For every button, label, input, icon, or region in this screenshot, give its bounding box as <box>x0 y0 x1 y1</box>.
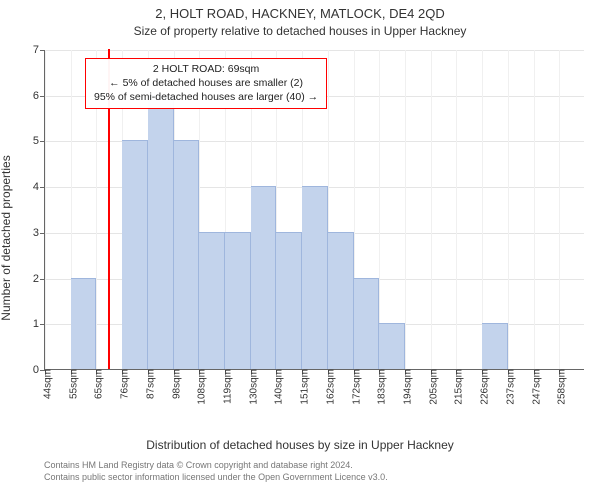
xtick-label: 226sqm <box>474 369 491 405</box>
gridline-v <box>45 50 46 369</box>
ytick-label: 2 <box>33 273 45 285</box>
xtick-label: 162sqm <box>319 369 336 405</box>
histogram-bar <box>122 140 148 369</box>
xtick-label: 87sqm <box>139 369 156 399</box>
xtick-label: 98sqm <box>165 369 182 399</box>
xtick-label: 55sqm <box>62 369 79 399</box>
chart-title-main: 2, HOLT ROAD, HACKNEY, MATLOCK, DE4 2QD <box>0 0 600 21</box>
gridline-v <box>379 50 380 369</box>
xtick-label: 44sqm <box>37 369 54 399</box>
histogram-bar <box>354 278 380 369</box>
chart-container: Number of detached properties 0123456744… <box>0 42 600 434</box>
footer-attribution: Contains HM Land Registry data © Crown c… <box>0 452 600 483</box>
ytick-label: 3 <box>33 227 45 239</box>
xtick-label: 172sqm <box>345 369 362 405</box>
xtick-label: 247sqm <box>525 369 542 405</box>
footer-line-1: Contains HM Land Registry data © Crown c… <box>44 460 600 472</box>
histogram-bar <box>251 186 277 369</box>
xtick-label: 151sqm <box>294 369 311 405</box>
histogram-bar <box>302 186 328 369</box>
histogram-bar <box>482 323 508 369</box>
gridline-v <box>482 50 483 369</box>
xtick-label: 140sqm <box>268 369 285 405</box>
gridline-v <box>431 50 432 369</box>
histogram-bar <box>328 232 354 369</box>
histogram-bar <box>276 232 302 369</box>
gridline-v <box>405 50 406 369</box>
gridline-v <box>456 50 457 369</box>
xtick-label: 183sqm <box>371 369 388 405</box>
info-line-1: 2 HOLT ROAD: 69sqm <box>94 62 318 76</box>
gridline-v <box>508 50 509 369</box>
ytick-label: 7 <box>33 44 45 56</box>
histogram-bar <box>199 232 225 369</box>
info-line-3: 95% of semi-detached houses are larger (… <box>94 90 318 104</box>
gridline-v <box>534 50 535 369</box>
gridline-v <box>559 50 560 369</box>
xtick-label: 76sqm <box>114 369 131 399</box>
footer-line-2: Contains public sector information licen… <box>44 472 600 484</box>
xtick-label: 215sqm <box>448 369 465 405</box>
plot-area: 0123456744sqm55sqm65sqm76sqm87sqm98sqm10… <box>44 50 584 370</box>
xtick-label: 237sqm <box>499 369 516 405</box>
histogram-bar <box>379 323 405 369</box>
xtick-label: 130sqm <box>242 369 259 405</box>
x-axis-label: Distribution of detached houses by size … <box>0 434 600 452</box>
info-line-2: ← 5% of detached houses are smaller (2) <box>94 76 318 90</box>
ytick-label: 6 <box>33 90 45 102</box>
chart-title-sub: Size of property relative to detached ho… <box>0 21 600 42</box>
xtick-label: 108sqm <box>191 369 208 405</box>
histogram-bar <box>71 278 97 369</box>
histogram-bar <box>225 232 251 369</box>
xtick-label: 194sqm <box>397 369 414 405</box>
histogram-bar <box>174 140 200 369</box>
xtick-label: 65sqm <box>88 369 105 399</box>
xtick-label: 258sqm <box>551 369 568 405</box>
ytick-label: 4 <box>33 181 45 193</box>
ytick-label: 5 <box>33 135 45 147</box>
gridline-h <box>45 50 584 51</box>
y-axis-label: Number of detached properties <box>0 155 13 320</box>
ytick-label: 1 <box>33 318 45 330</box>
xtick-label: 205sqm <box>422 369 439 405</box>
info-box: 2 HOLT ROAD: 69sqm ← 5% of detached hous… <box>85 58 327 109</box>
histogram-bar <box>148 95 174 369</box>
xtick-label: 119sqm <box>217 369 234 404</box>
